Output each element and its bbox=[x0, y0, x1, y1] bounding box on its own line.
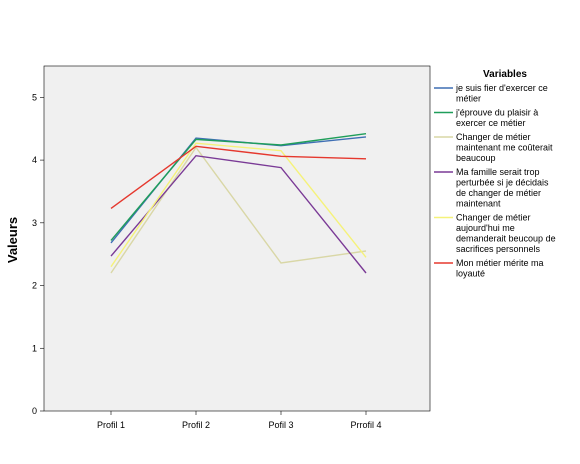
legend-label-1: je suis fier d'exercer ce métier bbox=[455, 83, 548, 104]
legend: Variables je suis fier d'exercer ce métie… bbox=[434, 69, 556, 279]
y-tick-label: 3 bbox=[32, 218, 37, 228]
plot-area bbox=[43, 65, 431, 412]
y-axis-title: Valeurs bbox=[5, 217, 20, 263]
y-tick-label: 4 bbox=[32, 155, 37, 165]
legend-label-2: j'éprouve du plaisir à exercer ce métier bbox=[455, 108, 538, 129]
legend-label-4: Ma famille serait trop perturbée si je dé… bbox=[456, 167, 549, 209]
x-tick-label: Pofil 3 bbox=[268, 420, 293, 430]
legend-label-5: Changer de métier aujourd'hui me demandera… bbox=[456, 213, 556, 255]
y-tick-label: 0 bbox=[32, 406, 37, 416]
series-lines bbox=[110, 133, 367, 274]
series-line-5 bbox=[110, 142, 367, 268]
series-line-6 bbox=[110, 145, 367, 209]
x-tick-label: Profil 2 bbox=[182, 420, 210, 430]
y-tick-label: 2 bbox=[32, 281, 37, 291]
x-tick-label: Profil 1 bbox=[97, 420, 125, 430]
x-ticks: Profil 1 Profil 2 Pofil 3 Prrofil 4 bbox=[97, 411, 382, 430]
x-tick-label: Prrofil 4 bbox=[350, 420, 381, 430]
legend-label-6: Mon métier mérite ma loyauté bbox=[456, 258, 544, 279]
y-tick-label: 1 bbox=[32, 343, 37, 353]
legend-label-3: Changer de métier maintenant me coûterait… bbox=[456, 132, 553, 163]
series-line-3 bbox=[110, 146, 367, 274]
y-tick-label: 5 bbox=[32, 92, 37, 102]
y-ticks: 0 1 2 3 4 5 bbox=[32, 92, 44, 416]
series-line-2 bbox=[110, 133, 367, 241]
legend-title: Variables bbox=[483, 69, 527, 80]
